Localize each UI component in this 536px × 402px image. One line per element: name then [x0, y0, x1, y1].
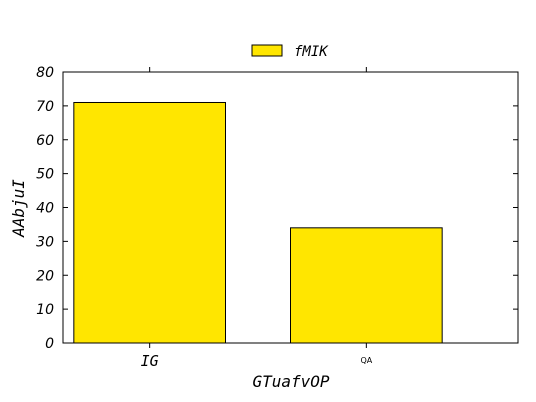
y-tick-label: 10 — [36, 302, 54, 318]
y-tick-label: 70 — [36, 99, 54, 115]
legend: fMIK — [251, 44, 329, 60]
y-tick-label: 40 — [36, 201, 54, 217]
y-tick-label: 60 — [36, 133, 54, 149]
bar-qa — [290, 227, 443, 344]
y-tick-label: 50 — [36, 167, 54, 183]
y-tick-label: 0 — [45, 336, 54, 352]
x-tick-label: QA — [360, 356, 372, 365]
legend-label: fMIK — [294, 44, 329, 60]
x-axis-ticks: IG QA — [141, 67, 373, 370]
y-tick-label: 30 — [36, 234, 54, 250]
legend-swatch — [251, 44, 283, 57]
y-tick-label: 80 — [36, 65, 54, 81]
bar-ig — [73, 101, 227, 344]
bars-group — [73, 101, 443, 344]
y-axis-ticks: 0 10 20 30 40 50 60 70 80 — [36, 65, 518, 352]
y-axis-label: AAbjuI — [9, 179, 28, 238]
x-tick-label: IG — [141, 352, 159, 370]
x-axis-label: GTuafvOP — [252, 372, 329, 391]
y-tick-label: 20 — [36, 268, 54, 284]
